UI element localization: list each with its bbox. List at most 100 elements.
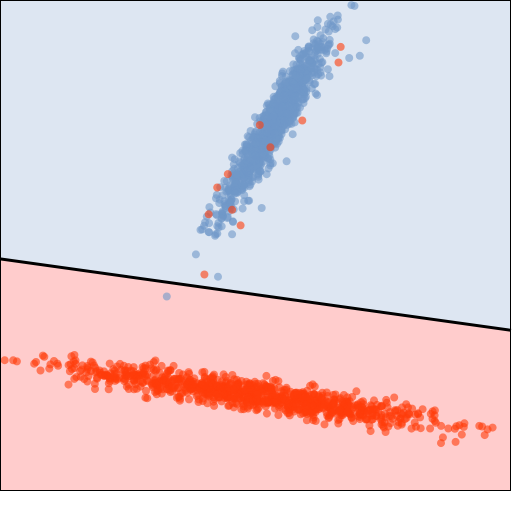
data-point xyxy=(121,375,130,384)
data-point xyxy=(334,58,343,67)
data-point xyxy=(311,417,320,425)
data-point xyxy=(334,419,343,428)
data-point xyxy=(290,92,299,101)
data-point xyxy=(203,399,212,408)
data-point xyxy=(213,222,222,231)
data-point xyxy=(225,401,234,410)
data-point xyxy=(54,361,63,370)
data-point xyxy=(215,199,224,208)
data-point xyxy=(316,31,325,40)
data-point xyxy=(396,414,405,423)
data-point xyxy=(295,53,304,62)
data-point xyxy=(322,408,331,417)
data-point xyxy=(430,417,439,425)
data-point xyxy=(280,116,289,125)
data-point xyxy=(32,358,40,366)
data-point xyxy=(185,384,194,393)
data-point xyxy=(242,156,251,165)
data-point xyxy=(217,214,226,223)
data-point xyxy=(175,369,184,377)
decision-boundary xyxy=(0,257,512,332)
data-point xyxy=(302,407,311,416)
data-point xyxy=(230,375,239,384)
data-point xyxy=(224,187,233,196)
data-point xyxy=(350,1,359,10)
data-point xyxy=(335,405,344,414)
data-point xyxy=(325,39,334,48)
data-point xyxy=(318,38,327,47)
data-point xyxy=(281,79,290,87)
data-point xyxy=(357,403,366,411)
data-point xyxy=(231,170,240,179)
data-point xyxy=(381,428,390,436)
data-point xyxy=(282,157,291,166)
data-point xyxy=(206,378,215,387)
data-point xyxy=(204,210,213,219)
data-point xyxy=(36,366,45,375)
data-point xyxy=(311,89,320,98)
data-point xyxy=(237,387,246,396)
data-point xyxy=(310,80,319,89)
data-point xyxy=(329,401,338,410)
data-point xyxy=(298,95,307,104)
data-point xyxy=(457,430,466,439)
data-point xyxy=(257,204,266,212)
data-point xyxy=(288,130,297,139)
data-point xyxy=(296,72,305,81)
data-point xyxy=(98,370,107,379)
data-point xyxy=(296,65,305,74)
data-point xyxy=(175,392,184,401)
data-point xyxy=(9,356,18,365)
data-point xyxy=(76,372,85,381)
data-point xyxy=(242,167,251,176)
data-point xyxy=(281,72,290,81)
data-point xyxy=(204,228,213,237)
data-point xyxy=(280,91,289,100)
data-point xyxy=(90,379,99,388)
data-point xyxy=(112,369,121,378)
data-point xyxy=(246,385,255,394)
data-point xyxy=(402,400,411,409)
data-point xyxy=(252,139,260,148)
data-point xyxy=(318,396,327,404)
data-point xyxy=(438,433,447,442)
data-point xyxy=(214,393,223,402)
data-point xyxy=(265,137,273,145)
data-point xyxy=(488,423,497,432)
data-point xyxy=(336,42,345,51)
data-point xyxy=(416,424,425,433)
data-point xyxy=(329,390,338,399)
data-point xyxy=(245,379,254,388)
data-point xyxy=(333,11,342,20)
data-point xyxy=(343,408,352,416)
data-point xyxy=(205,203,214,212)
data-point xyxy=(317,71,326,80)
data-point xyxy=(293,390,302,399)
data-point xyxy=(66,360,75,369)
data-point xyxy=(310,382,319,391)
data-point xyxy=(40,352,49,361)
data-point xyxy=(311,55,320,64)
data-point xyxy=(326,12,335,21)
data-point xyxy=(213,229,222,238)
data-point xyxy=(352,387,361,396)
data-point xyxy=(301,392,310,401)
data-point xyxy=(393,421,402,430)
data-point xyxy=(298,116,307,125)
data-point xyxy=(451,437,460,446)
data-point xyxy=(64,380,73,389)
data-point xyxy=(204,389,213,398)
data-point xyxy=(236,221,245,230)
data-point xyxy=(198,225,207,234)
data-point xyxy=(106,374,114,383)
data-point xyxy=(320,420,329,429)
data-point xyxy=(292,399,301,408)
data-point xyxy=(120,366,129,375)
data-point xyxy=(336,394,345,403)
data-point xyxy=(224,195,233,204)
data-point xyxy=(141,393,150,402)
data-point xyxy=(143,376,151,385)
data-point xyxy=(174,376,183,385)
data-point xyxy=(366,427,375,436)
data-point xyxy=(262,170,271,179)
